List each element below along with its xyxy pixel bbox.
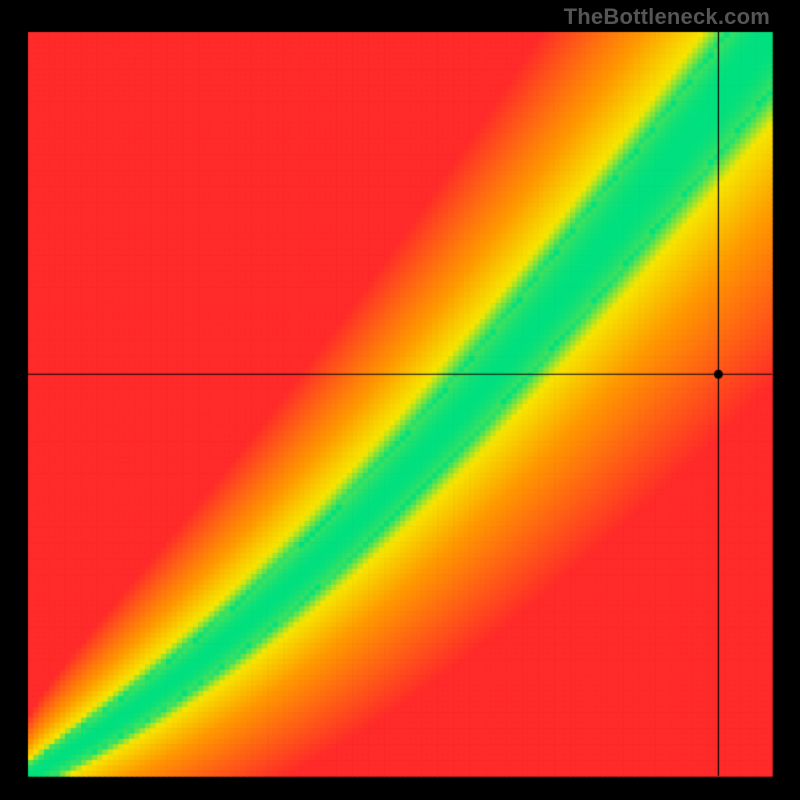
chart-container: { "watermark": { "text": "TheBottleneck.… xyxy=(0,0,800,800)
watermark-text: TheBottleneck.com xyxy=(564,4,770,30)
bottleneck-heatmap xyxy=(0,0,800,800)
